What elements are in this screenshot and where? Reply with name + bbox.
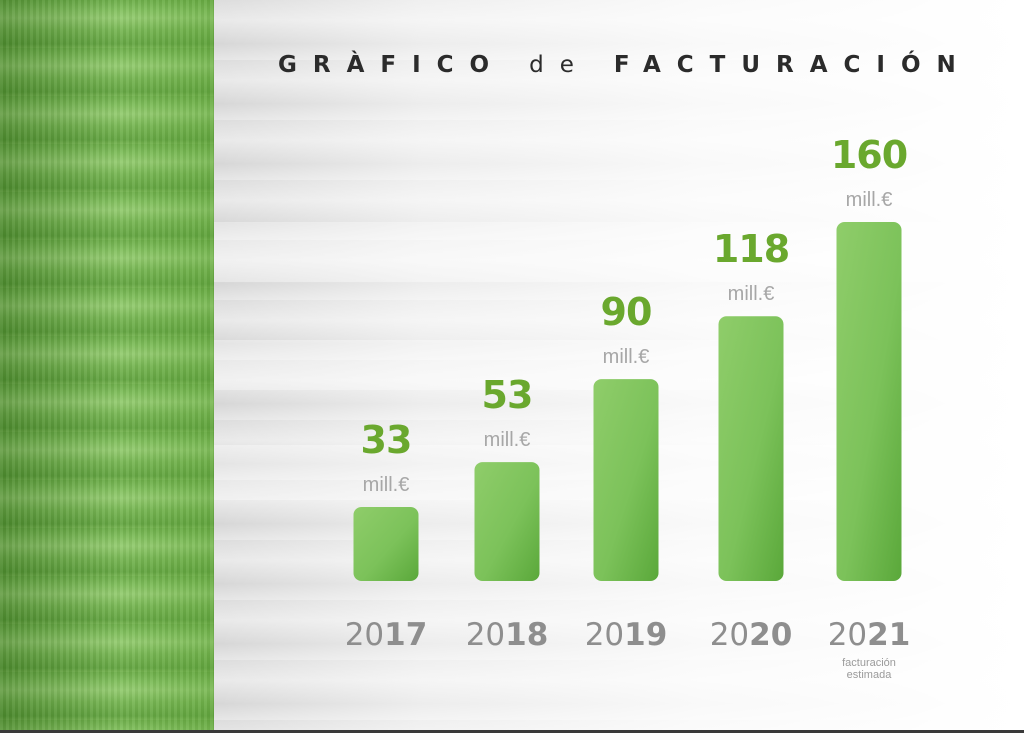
unit-label-2017: mill.€ (363, 474, 410, 496)
bar-2019 (593, 379, 659, 581)
unit-label-2018: mill.€ (484, 429, 531, 451)
value-label-2020: 118 (713, 227, 789, 271)
value-label-2018: 53 (482, 373, 533, 417)
bar-2018 (474, 462, 540, 581)
year-label-2020: 2020 (710, 617, 793, 653)
value-label-2019: 90 (601, 290, 652, 334)
note-label-2021: estimada (847, 669, 893, 681)
year-label-2017: 2017 (345, 617, 428, 653)
year-label-2018: 2018 (466, 617, 549, 653)
bottom-border (0, 730, 1024, 733)
year-label-2021: 2021 (828, 617, 911, 653)
chart-title: GRÀFICO de FACTURACIÓN (278, 52, 998, 78)
bar-2017 (353, 506, 419, 581)
bar-2021 (836, 222, 902, 581)
note-label-2021: facturación (842, 657, 896, 669)
unit-label-2020: mill.€ (728, 283, 775, 305)
value-label-2017: 33 (361, 418, 412, 462)
value-label-2021: 160 (831, 133, 907, 177)
title-part-3: FACTURACIÓN (613, 52, 972, 78)
bar-2020 (718, 316, 784, 581)
unit-label-2019: mill.€ (603, 346, 650, 368)
title-part-1: GRÀFICO (278, 52, 506, 78)
unit-label-2021: mill.€ (846, 189, 893, 211)
coins-photo (0, 0, 214, 733)
title-part-2: de (529, 52, 590, 78)
year-label-2019: 2019 (585, 617, 668, 653)
